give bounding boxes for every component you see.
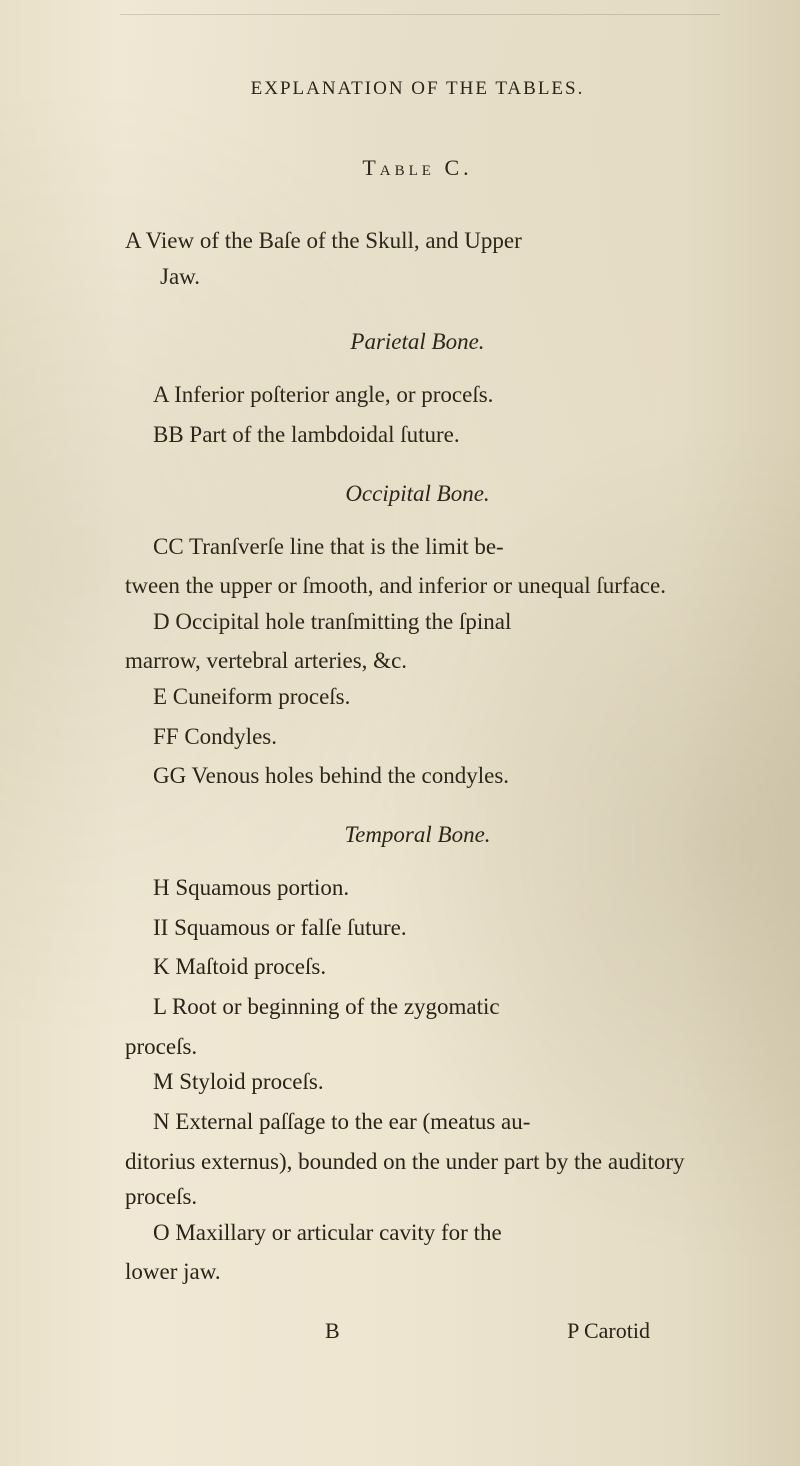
temporal-entry-k: K Maſtoid proceſs. [125,949,710,985]
temporal-entry-n: N External paſſage to the ear (meatus au… [125,1104,710,1140]
title-line-2: Jaw. [125,259,710,295]
temporal-entry-ii: II Squamous or falſe ſuture. [125,910,710,946]
temporal-l-cont: proceſs. [125,1029,710,1065]
table-label: Table C. [125,155,710,181]
temporal-o-cont: lower jaw. [125,1254,710,1290]
footer-catchword: P Carotid [567,1318,650,1344]
parietal-section-title: Parietal Bone. [125,329,710,355]
occipital-entry-cc: CC Tranſverſe line that is the limit be- [125,529,710,565]
page-header: EXPLANATION OF THE TABLES. [125,78,710,100]
title-line-1: A View of the Baſe of the Skull, and Upp… [125,223,710,259]
main-title: A View of the Baſe of the Skull, and Upp… [125,223,710,294]
temporal-n-cont: ditorius externus), bounded on the under… [125,1144,710,1215]
temporal-section-title: Temporal Bone. [125,822,710,848]
occipital-cc-cont: tween the upper or ſmooth, and inferior … [125,568,710,604]
temporal-entry-l: L Root or beginning of the zygomatic [125,989,710,1025]
parietal-entry-bb: BB Part of the lambdoidal ſuture. [125,417,710,453]
page-footer: B P Carotid [125,1318,710,1344]
parietal-entry-a: A Inferior poſterior angle, or proceſs. [125,377,710,413]
temporal-entry-o: O Maxillary or articular cavity for the [125,1215,710,1251]
occipital-entry-e: E Cuneiform proceſs. [125,679,710,715]
occipital-entry-d: D Occipital hole tranſmitting the ſpinal [125,604,710,640]
occipital-d-cont: marrow, vertebral arteries, &c. [125,643,710,679]
temporal-entry-h: H Squamous portion. [125,870,710,906]
document-page: EXPLANATION OF THE TABLES. Table C. A Vi… [0,0,800,1404]
footer-signature-mark: B [325,1318,340,1344]
occipital-section-title: Occipital Bone. [125,481,710,507]
occipital-entry-gg: GG Venous holes behind the condyles. [125,758,710,794]
occipital-entry-ff: FF Condyles. [125,719,710,755]
temporal-entry-m: M Styloid proceſs. [125,1064,710,1100]
